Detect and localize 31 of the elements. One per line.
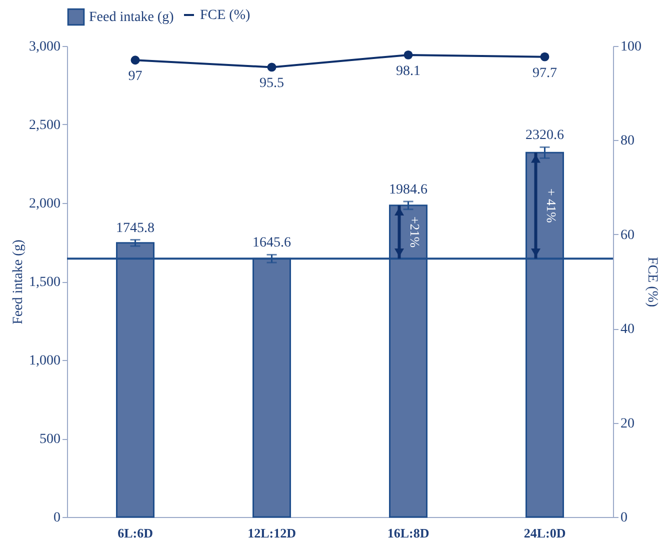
data-label: 1984.6	[389, 182, 428, 198]
x-tick-label: 6L:6D	[118, 526, 153, 540]
y2-tick-label: 0	[620, 510, 628, 526]
data-label: 95.5	[260, 76, 284, 92]
legend-label: FCE (%)	[200, 8, 250, 23]
legend-label: Feed intake (g)	[89, 10, 174, 25]
data-label: 97.7	[532, 66, 557, 81]
annotation: +21%	[407, 216, 422, 248]
y2-tick-label: 80	[620, 134, 634, 149]
y-tick-label: 500	[40, 432, 60, 447]
data-label: 98.1	[396, 64, 420, 79]
x-tick-label: 16L:8D	[387, 526, 430, 540]
x-tick-label: 24L:0D	[524, 526, 566, 540]
y-axis-title: Feed intake (g)	[11, 239, 26, 324]
y2-tick-label: 40	[620, 322, 634, 338]
data-label: 1645.6	[252, 236, 291, 251]
y2-tick-label: 20	[620, 416, 634, 432]
data-label: 97	[128, 69, 142, 84]
x-tick-label: 12L:12D	[248, 526, 296, 540]
y-tick-label: 1,000	[29, 354, 60, 368]
y2-tick-label: 60	[620, 228, 634, 243]
y-tick-label: 0	[54, 510, 60, 526]
y2-axis-title: FCE (%)	[644, 256, 660, 308]
data-label: 2320.6	[526, 128, 564, 144]
data-label: 1745.8	[116, 220, 154, 236]
y2-tick-label: 100	[620, 40, 642, 54]
annotation: + 41%	[544, 188, 559, 224]
y-tick-label: 3,000	[29, 40, 60, 54]
y-tick-label: 2,000	[29, 196, 60, 212]
y-tick-label: 1,500	[29, 275, 60, 290]
y-tick-label: 2,500	[29, 118, 60, 133]
